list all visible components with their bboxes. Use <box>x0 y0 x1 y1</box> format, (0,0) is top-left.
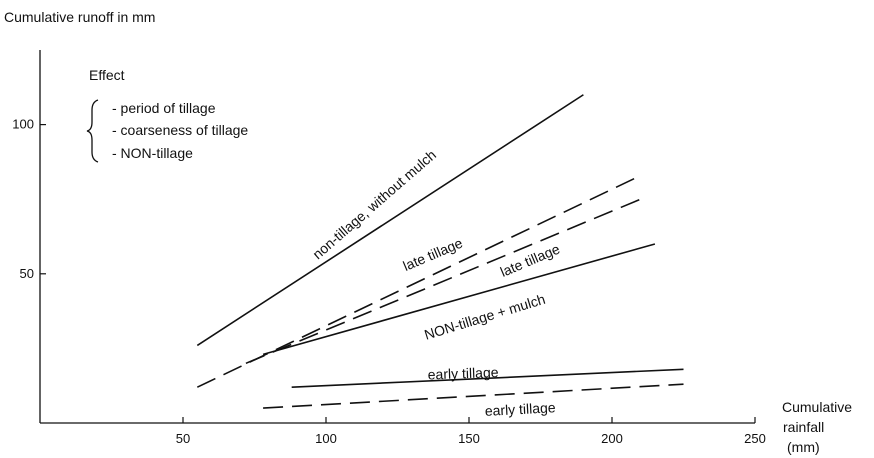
y-tick-label: 100 <box>12 117 34 132</box>
legend-brace <box>86 99 99 163</box>
legend-title: Effect <box>89 67 125 83</box>
series-line <box>291 368 684 388</box>
legend-item: - NON-tillage <box>112 145 193 161</box>
series-label: early tillage <box>484 399 556 419</box>
y-tick-label: 50 <box>20 266 34 281</box>
x-axis-label: Cumulative rainfall (mm) <box>782 399 852 455</box>
legend: Effect - period of tillage - coarseness … <box>86 67 248 163</box>
series-line <box>196 177 636 388</box>
x-tick-label: 100 <box>315 431 337 446</box>
x-tick-label: 200 <box>601 431 623 446</box>
legend-item: - period of tillage <box>112 100 216 116</box>
x-axis-label-line: rainfall <box>783 419 824 435</box>
series-line <box>196 94 584 347</box>
series-label: early tillage <box>427 364 499 382</box>
series-label: NON-tillage + mulch <box>422 291 547 343</box>
legend-item: - coarseness of tillage <box>112 122 248 138</box>
x-axis-label-line: (mm) <box>787 439 820 455</box>
series-line <box>245 198 641 365</box>
series-line <box>263 383 684 409</box>
x-tick-label: 50 <box>176 431 190 446</box>
x-tick-label: 250 <box>744 431 766 446</box>
series-label: non-tillage, without mulch <box>309 147 439 263</box>
x-tick-label: 150 <box>458 431 480 446</box>
series-label: late tillage <box>401 235 465 274</box>
series-label: late tillage <box>498 240 562 279</box>
series-line <box>262 243 656 356</box>
y-axis-label: Cumulative runoff in mm <box>4 9 155 25</box>
x-axis-label-line: Cumulative <box>782 399 852 415</box>
